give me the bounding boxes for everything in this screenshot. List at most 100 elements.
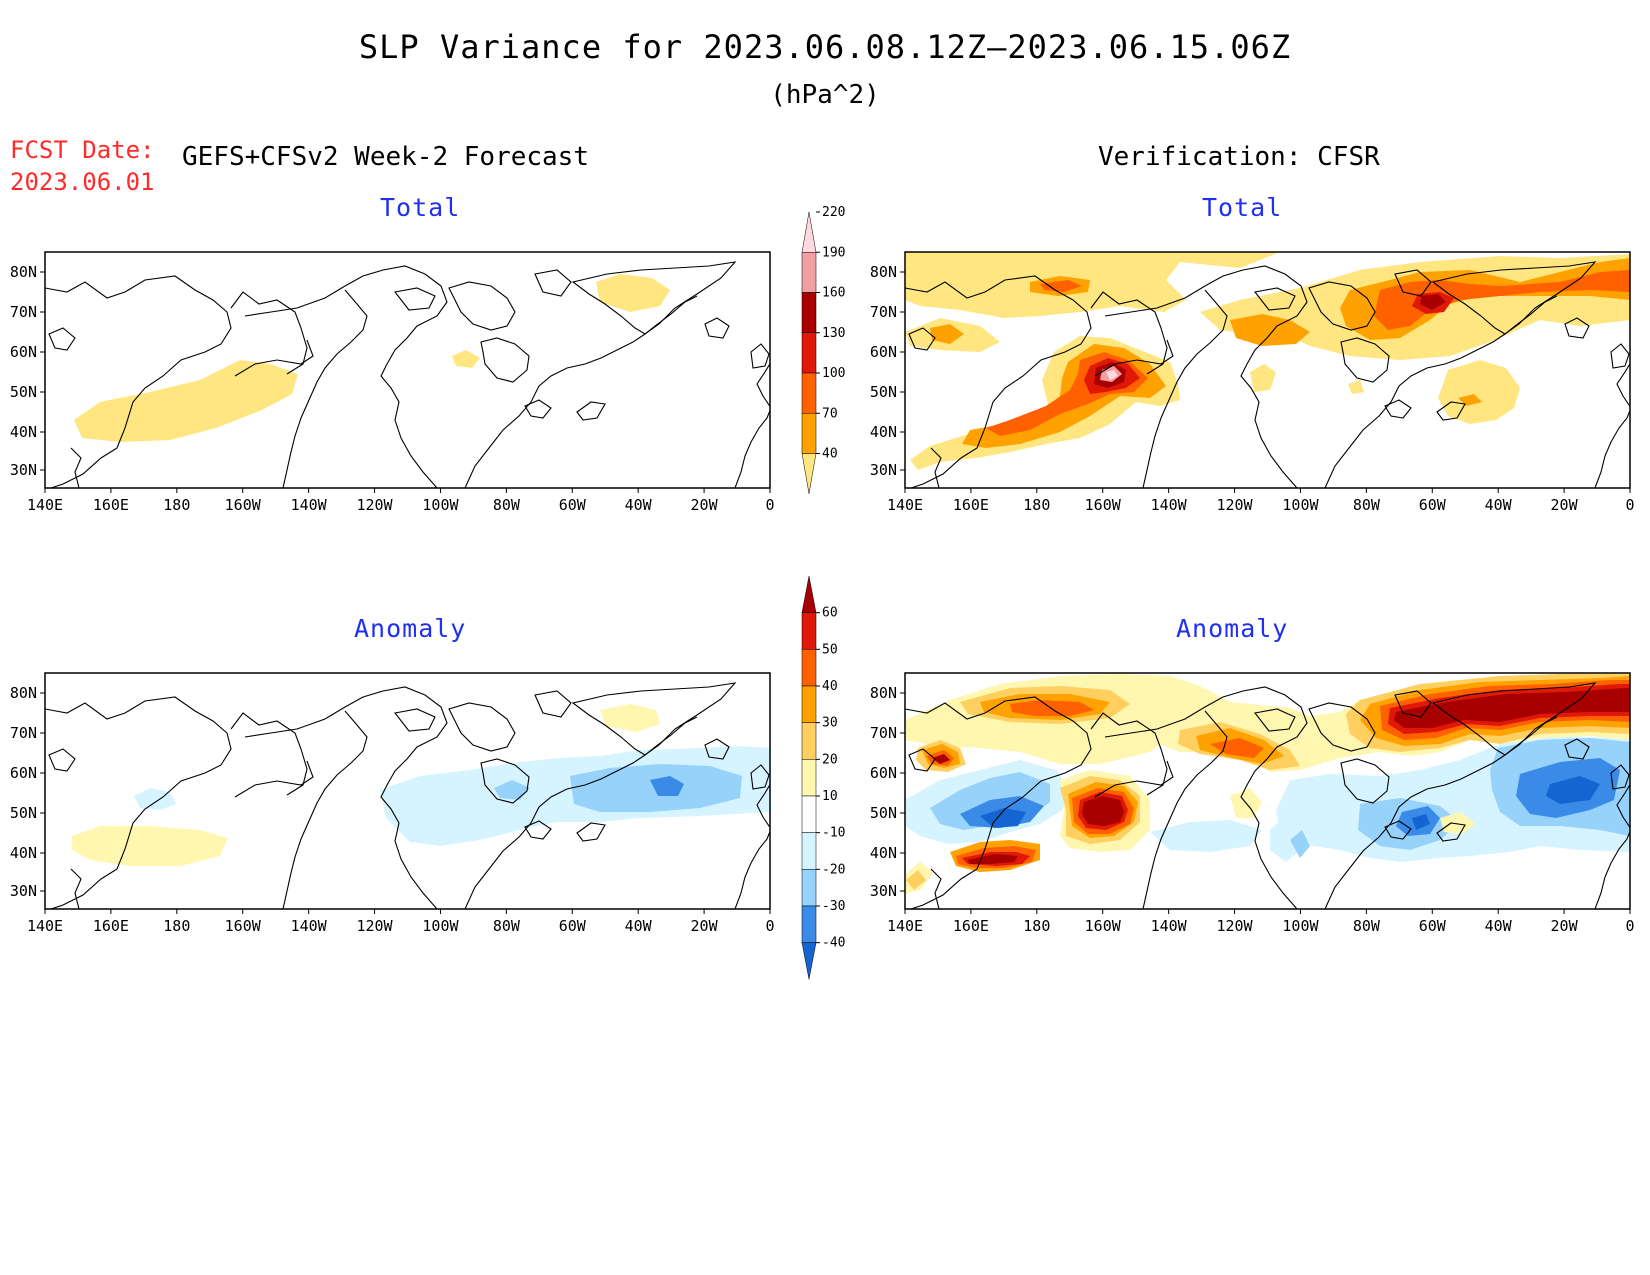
lon-tick-label: 180	[163, 496, 190, 514]
colorbar-level-label: 220	[822, 205, 845, 220]
lat-tick-label: 60N	[10, 764, 37, 782]
lon-tick-label: 0	[765, 917, 774, 935]
lon-tick-label: 140W	[291, 917, 328, 935]
lon-tick-label: 20W	[691, 496, 719, 514]
lat-tick-label: 80N	[10, 684, 37, 702]
lon-tick-label: 0	[1625, 917, 1634, 935]
lat-tick-label: 70N	[870, 724, 897, 742]
lon-tick-label: 20W	[1551, 917, 1579, 935]
lon-tick-label: 180	[1023, 917, 1050, 935]
colorbar-swatch	[801, 649, 817, 687]
panel-title-verification-anomaly: Anomaly	[1176, 614, 1289, 643]
lon-tick-label: 40W	[625, 917, 653, 935]
lat-tick-label: 50N	[10, 383, 37, 401]
lon-tick-label: 120W	[1216, 496, 1253, 514]
lon-tick-label: 80W	[1353, 496, 1381, 514]
lon-tick-label: 140E	[887, 496, 923, 514]
panel-title-forecast-total: Total	[380, 193, 461, 222]
lon-tick-label: 40W	[625, 496, 653, 514]
lat-tick-label: 70N	[10, 724, 37, 742]
lon-tick-label: 80W	[493, 917, 521, 935]
lon-tick-label: 160E	[93, 496, 129, 514]
colorbar-total: 40 70 100 130 160 190 220	[801, 205, 845, 494]
lat-tick-label: 70N	[870, 303, 897, 321]
colorbar-level-label: 160	[822, 286, 845, 301]
lon-tick-label: 160E	[953, 496, 989, 514]
lat-tick-label: 80N	[870, 263, 897, 281]
lat-tick-label: 80N	[870, 684, 897, 702]
colorbar-top-arrow	[801, 211, 817, 253]
lon-tick-label: 100W	[422, 496, 459, 514]
lon-tick-label: 120W	[1216, 917, 1253, 935]
lat-tick-label: 50N	[870, 383, 897, 401]
lon-tick-label: 100W	[1282, 917, 1319, 935]
contour-fill-layer	[905, 673, 1630, 894]
lat-tick-label: 30N	[10, 461, 37, 479]
lon-tick-label: 0	[765, 496, 774, 514]
units-label: (hPa^2)	[770, 80, 880, 110]
colorbar-swatch	[801, 413, 817, 454]
lon-tick-label: 120W	[356, 496, 393, 514]
colorbar-level-label: -20	[822, 862, 845, 877]
lat-tick-label: 40N	[10, 844, 37, 862]
lon-tick-label: 0	[1625, 496, 1634, 514]
colorbar-level-label: 20	[822, 752, 838, 767]
contour-fill-layer	[72, 704, 770, 866]
lon-tick-label: 140W	[1151, 496, 1188, 514]
lat-tick-label: 60N	[870, 764, 897, 782]
colorbar-level-label: 60	[822, 606, 838, 621]
colorbar-level-label: -40	[822, 936, 845, 951]
lon-tick-label: 60W	[559, 496, 587, 514]
colorbar-swatch	[801, 795, 817, 833]
colorbar-level-label: 130	[822, 326, 845, 341]
map-panel-forecast-anomaly	[44, 672, 771, 910]
lon-tick-label: 120W	[356, 917, 393, 935]
contour-fill-layer	[905, 252, 1630, 470]
colorbar-level-label: 40	[822, 679, 838, 694]
lon-tick-label: 100W	[1282, 496, 1319, 514]
lat-tick-label: 70N	[10, 303, 37, 321]
colorbar-swatch	[801, 685, 817, 723]
forecast-date-label: FCST Date:	[10, 136, 155, 164]
colorbar-level-label: 10	[822, 789, 838, 804]
colorbar-bottom-arrow	[801, 453, 817, 494]
colorbar-bottom-arrow	[801, 942, 817, 980]
panel-title-verification-total: Total	[1202, 193, 1283, 222]
colorbar-swatch	[801, 292, 817, 333]
lon-tick-label: 140E	[27, 496, 63, 514]
lon-tick-label: 60W	[1419, 917, 1447, 935]
colorbar-level-label: 30	[822, 716, 838, 731]
lat-tick-label: 30N	[870, 461, 897, 479]
colorbar-swatch	[801, 332, 817, 374]
lat-tick-label: 30N	[10, 882, 37, 900]
colorbar-level-label: 190	[822, 245, 845, 260]
lon-tick-label: 80W	[493, 496, 521, 514]
lat-tick-label: 50N	[870, 804, 897, 822]
colorbar-swatch	[801, 759, 817, 797]
colorbar-swatch	[801, 869, 817, 907]
lat-tick-label: 80N	[10, 263, 37, 281]
map-panel-forecast-total	[44, 251, 771, 489]
lon-tick-label: 100W	[422, 917, 459, 935]
lon-tick-label: 20W	[1551, 496, 1579, 514]
colorbar-level-label: 50	[822, 642, 838, 657]
lon-tick-label: 160E	[93, 917, 129, 935]
colorbar-swatch	[801, 372, 817, 414]
colorbar-swatch	[801, 832, 817, 870]
lat-tick-label: 40N	[870, 423, 897, 441]
lon-tick-label: 180	[1023, 496, 1050, 514]
colorbar-level-label: -30	[822, 899, 845, 914]
figure-title: SLP Variance for 2023.06.08.12Z—2023.06.…	[358, 28, 1292, 66]
verification-header: Verification: CFSR	[1098, 142, 1380, 172]
lon-tick-label: 140E	[27, 917, 63, 935]
colorbar-top-arrow	[801, 575, 817, 613]
lon-tick-label: 180	[163, 917, 190, 935]
lon-tick-label: 160W	[1085, 496, 1122, 514]
lon-tick-label: 60W	[559, 917, 587, 935]
lon-tick-label: 160W	[225, 917, 262, 935]
lon-tick-label: 80W	[1353, 917, 1381, 935]
colorbar-level-label: -10	[822, 826, 845, 841]
lat-tick-label: 60N	[870, 343, 897, 361]
map-panel-verification-total	[904, 251, 1631, 489]
lat-tick-label: 60N	[10, 343, 37, 361]
